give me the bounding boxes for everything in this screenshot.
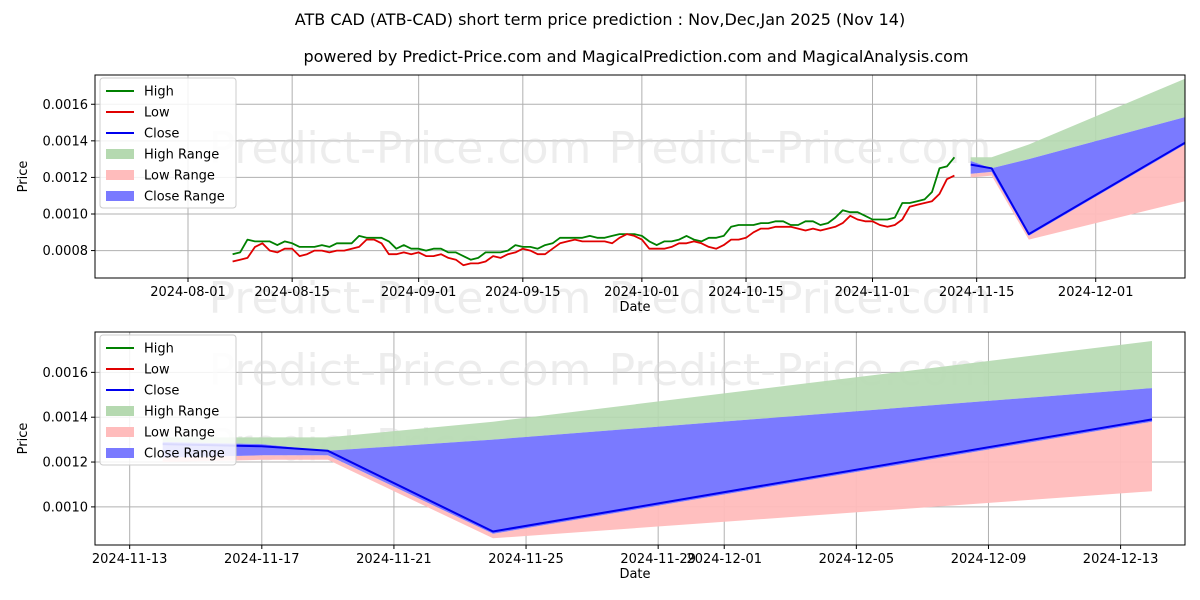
low-range-band xyxy=(970,144,1185,240)
legend-label-high: High xyxy=(144,85,174,100)
axes-frame xyxy=(94,74,1186,279)
y-tick-label: 0.0010 xyxy=(43,207,89,222)
x-tick-label: 2024-10-01 xyxy=(604,285,680,300)
x-tick-label: 2024-11-21 xyxy=(356,552,432,567)
close-series-line xyxy=(970,141,1185,236)
x-tick-label: 2024-11-29 xyxy=(620,552,696,567)
plot-area xyxy=(232,78,1185,267)
y-axis-label: Price xyxy=(16,161,31,193)
x-tick-label: 2024-12-13 xyxy=(1083,552,1159,567)
legend-label-close: Close xyxy=(144,127,179,142)
legend-label-close: Close xyxy=(144,384,179,399)
y-tick-label: 0.0014 xyxy=(43,134,89,149)
x-tick-label: 2024-09-01 xyxy=(381,285,457,300)
watermark-text: Predict-Price.com xyxy=(209,345,592,396)
high-series-line xyxy=(232,156,956,261)
legend-label-close-range: Close Range xyxy=(144,447,225,462)
legend-label-low: Low xyxy=(144,363,170,378)
watermark-text: Predict-Price.com xyxy=(609,273,992,324)
legend-swatch-close-range xyxy=(106,191,134,201)
legend: High Low Close High Range Low Range Close Ran… xyxy=(99,77,237,209)
watermark-text: Predict-Price.com xyxy=(209,273,592,324)
legend-label-low-range: Low Range xyxy=(144,169,215,184)
legend: High Low Close High Range Low Range Close Ran… xyxy=(99,334,237,466)
legend-swatch-low-range xyxy=(106,170,134,180)
x-tick-label: 2024-12-01 xyxy=(1058,285,1134,300)
close-range-band xyxy=(162,388,1152,534)
axes-frame xyxy=(94,331,1186,546)
low-range-band xyxy=(162,421,1152,539)
legend-label-high-range: High Range xyxy=(144,148,219,163)
high-range-band xyxy=(162,341,1152,451)
x-tick-label: 2024-11-13 xyxy=(92,552,168,567)
chart-panel-top: Predict-Price.com Predict-Price.com Predic… xyxy=(16,74,1186,324)
y-tick-label: 0.0014 xyxy=(43,411,89,426)
y-tick-label: 0.0010 xyxy=(43,500,89,515)
chart-subtitle: powered by Predict-Price.com and Magical… xyxy=(303,47,968,66)
legend-swatch-high-range xyxy=(106,149,134,159)
y-tick-label: 0.0016 xyxy=(43,366,89,381)
y-tick-label: 0.0012 xyxy=(43,171,89,186)
x-tick-label: 2024-12-05 xyxy=(819,552,895,567)
x-tick-label: 2024-09-15 xyxy=(485,285,561,300)
x-tick-label: 2024-08-01 xyxy=(150,285,226,300)
legend-label-high: High xyxy=(144,342,174,357)
chart-title: ATB CAD (ATB-CAD) short term price predi… xyxy=(295,10,905,29)
watermark-text: Predict-Price.com xyxy=(609,123,992,174)
legend-swatch-high-range xyxy=(106,406,134,416)
y-tick-label: 0.0008 xyxy=(43,244,89,259)
legend-label-low-range: Low Range xyxy=(144,426,215,441)
x-tick-label: 2024-10-15 xyxy=(708,285,784,300)
legend-swatch-close-range xyxy=(106,448,134,458)
x-tick-label: 2024-11-01 xyxy=(835,285,911,300)
x-tick-label: 2024-11-25 xyxy=(488,552,564,567)
x-axis-label: Date xyxy=(619,300,650,315)
x-tick-label: 2024-08-15 xyxy=(254,285,330,300)
low-series-line xyxy=(232,174,955,267)
legend-label-high-range: High Range xyxy=(144,405,219,420)
legend-swatch-low-range xyxy=(106,427,134,437)
y-tick-label: 0.0016 xyxy=(43,98,89,113)
x-tick-label: 2024-11-15 xyxy=(939,285,1015,300)
chart-panel-bottom: Predict-Price.comPredict-Price.comPredic… xyxy=(16,331,1186,582)
legend-label-close-range: Close Range xyxy=(144,190,225,205)
high-range-band xyxy=(970,78,1185,169)
y-axis-label: Price xyxy=(16,423,31,455)
x-tick-label: 2024-12-01 xyxy=(686,552,762,567)
legend-label-low: Low xyxy=(144,106,170,121)
y-tick-label: 0.0012 xyxy=(43,456,89,471)
x-tick-label: 2024-12-09 xyxy=(951,552,1027,567)
x-tick-label: 2024-11-17 xyxy=(224,552,300,567)
watermark-text: Predict-Price.com xyxy=(209,123,592,174)
x-axis-label: Date xyxy=(619,567,650,582)
close-range-band xyxy=(970,117,1185,236)
